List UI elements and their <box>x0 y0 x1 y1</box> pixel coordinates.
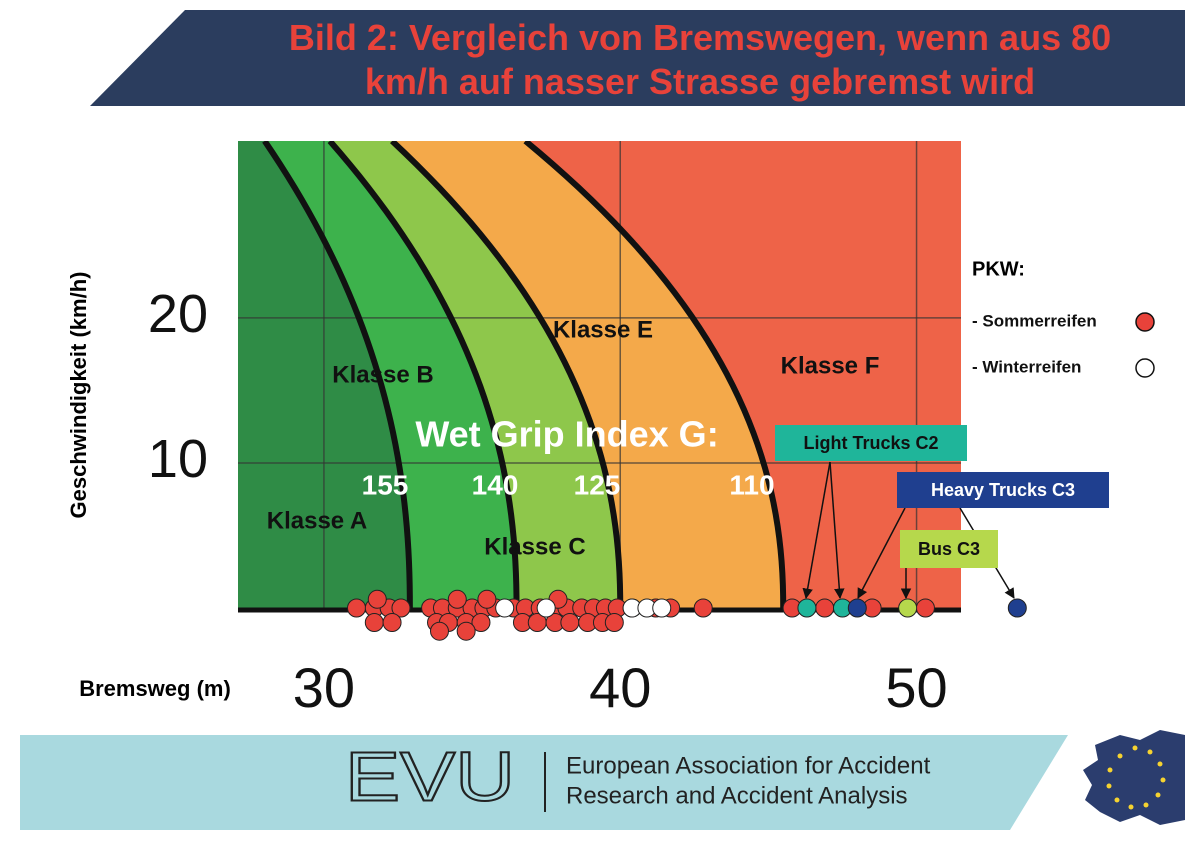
x-tick-label: 40 <box>589 656 651 719</box>
annotation-label: Bus C3 <box>918 539 980 559</box>
data-point <box>797 598 817 618</box>
class-label: Klasse B <box>332 361 433 388</box>
logo: EVU <box>345 737 515 815</box>
y-tick-label: 20 <box>148 284 208 344</box>
x-tick-label: 50 <box>885 656 947 719</box>
data-point <box>347 598 367 618</box>
data-point <box>456 621 476 641</box>
class-label: Klasse A <box>267 507 368 534</box>
data-point <box>915 598 935 618</box>
annotation-box <box>775 425 967 461</box>
data-point <box>1007 598 1027 618</box>
data-point <box>382 612 402 632</box>
overlay: 10 20 30 40 50 Klasse A Klasse B Klasse C Klasse… <box>148 284 1155 719</box>
plot-area <box>238 141 961 611</box>
class-zone <box>329 141 621 611</box>
grip-index-title: Wet Grip Index G: <box>415 414 718 455</box>
map-stars <box>1106 745 1166 810</box>
footer-text: Research and Accident Analysis <box>566 782 908 809</box>
annotation-box <box>900 530 998 568</box>
legend-marker <box>1135 312 1155 332</box>
legend-title: PKW: <box>972 258 1025 280</box>
data-point <box>815 598 835 618</box>
x-tick-label: 30 <box>293 656 355 719</box>
data-point <box>367 589 387 609</box>
class-zone <box>392 141 784 611</box>
grip-index-label: 140 <box>472 469 519 500</box>
annotation-label: Heavy Trucks C3 <box>931 480 1075 500</box>
class-label: Klasse E <box>553 316 653 343</box>
annotation-arrow <box>802 461 831 600</box>
data-point <box>560 612 580 632</box>
grip-curve <box>327 141 520 609</box>
x-axis-label: Bremsweg (m) <box>79 676 231 701</box>
class-label: Klasse C <box>484 533 585 560</box>
data-point <box>429 621 449 641</box>
header-banner <box>90 10 1185 106</box>
data-point <box>391 598 411 618</box>
grip-curve <box>262 141 413 609</box>
annotation-label: Light Trucks C2 <box>803 433 938 453</box>
class-zone <box>525 141 961 611</box>
legend-marker <box>1135 358 1155 378</box>
legend-label: - Winterreifen <box>972 357 1081 376</box>
data-point <box>447 589 467 609</box>
y-tick-label: 10 <box>148 429 208 489</box>
grip-curve <box>390 141 624 609</box>
europe-map <box>1083 730 1185 825</box>
data-point <box>604 612 624 632</box>
data-point <box>898 598 918 618</box>
map-shape <box>1083 730 1185 825</box>
grip-curve <box>523 141 787 609</box>
data-point <box>471 612 491 632</box>
class-label: Klasse F <box>781 352 880 379</box>
y-axis-label: Geschwindigkeit (km/h) <box>66 272 91 519</box>
data-point <box>364 612 384 632</box>
data-point <box>693 598 713 618</box>
data-point <box>847 598 867 618</box>
grip-index-label: 110 <box>729 469 774 500</box>
data-point <box>477 589 497 609</box>
data-point <box>652 598 672 618</box>
annotation-arrow <box>829 461 845 600</box>
legend-label: - Sommerreifen <box>972 311 1097 330</box>
annotation-arrow <box>857 507 906 599</box>
class-zone <box>264 141 517 611</box>
annotation-box <box>897 472 1109 508</box>
footer-text: European Association for Accident <box>566 752 931 779</box>
data-point <box>536 598 556 618</box>
grip-index-label: 155 <box>362 469 409 500</box>
data-point <box>495 598 515 618</box>
grip-index-label: 125 <box>574 469 621 500</box>
chart-title: Bild 2: Vergleich von Bremswegen, wenn a… <box>288 17 1112 102</box>
